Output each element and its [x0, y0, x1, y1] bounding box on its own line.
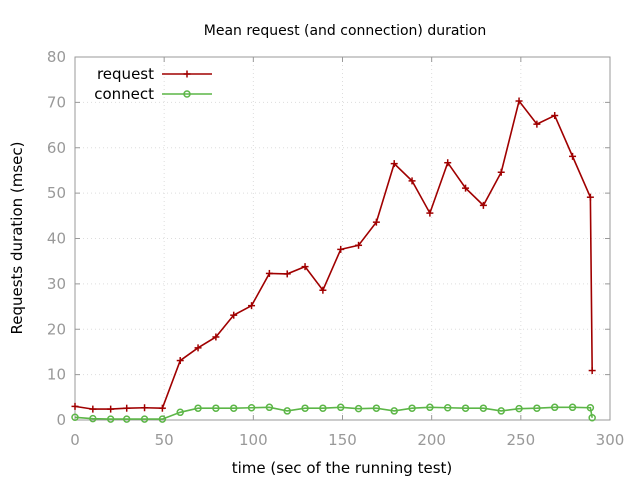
request-point — [71, 402, 79, 410]
request-point — [588, 367, 596, 375]
x-tick-label: 250 — [507, 431, 536, 449]
connect-point — [106, 415, 115, 423]
connect-point — [140, 415, 149, 423]
y-tick-label: 10 — [47, 366, 66, 384]
series-layer — [71, 97, 596, 423]
connect-point — [443, 403, 452, 412]
connect-point — [194, 404, 202, 412]
y-tick-label: 80 — [47, 48, 66, 66]
legend-marker-request — [183, 70, 191, 78]
y-axis-title: Requests duration (msec) — [8, 141, 26, 334]
legend-label-request: request — [97, 65, 154, 83]
connect-point — [319, 404, 327, 412]
y-tick-label: 60 — [47, 139, 66, 157]
connect-point — [515, 404, 523, 413]
y-tick-label: 30 — [47, 275, 66, 293]
request-point — [194, 344, 202, 352]
x-tick-label: 150 — [328, 431, 357, 449]
connect-point — [372, 404, 381, 412]
request-point — [158, 404, 166, 412]
connect-point — [301, 404, 309, 412]
x-tick-label: 300 — [596, 431, 625, 449]
series-request — [71, 97, 596, 413]
request-point — [586, 193, 594, 201]
connect-line — [74, 406, 593, 420]
x-tick-label: 50 — [155, 431, 174, 449]
request-point — [212, 333, 220, 341]
request-point — [444, 159, 452, 167]
connect-point — [283, 407, 291, 415]
series-connect — [71, 403, 596, 423]
request-point — [426, 209, 434, 217]
connect-point — [550, 403, 559, 412]
request-point — [123, 404, 131, 412]
request-point — [337, 245, 345, 253]
request-point — [569, 152, 577, 160]
legend: request connect — [94, 65, 212, 103]
axis-ticks: 0 10 20 30 40 50 60 70 80 0 50 100 150 200 250 300 — [47, 48, 624, 449]
chart-title: Mean request (and connection) duration — [204, 23, 486, 39]
connect-point — [586, 403, 595, 412]
request-point — [283, 270, 291, 278]
request-point — [176, 357, 184, 365]
connect-point — [212, 404, 220, 412]
request-point — [462, 184, 470, 192]
x-tick-label: 0 — [70, 431, 80, 449]
request-point — [515, 97, 523, 105]
x-axis-title: time (sec of the running test) — [232, 459, 453, 477]
connect-point — [588, 413, 596, 422]
connect-point — [265, 403, 274, 412]
request-point — [408, 177, 416, 185]
request-point — [265, 269, 273, 277]
y-tick-label: 20 — [47, 320, 66, 338]
connect-point — [336, 403, 345, 412]
connect-point — [158, 415, 167, 423]
connect-point — [390, 407, 398, 415]
connect-point — [122, 415, 131, 423]
legend-marker-connect — [183, 90, 191, 98]
request-point — [230, 311, 238, 319]
connect-point — [479, 404, 488, 412]
request-line — [74, 99, 593, 410]
request-point — [355, 241, 363, 249]
y-tick-label: 50 — [47, 184, 66, 202]
request-point — [390, 160, 398, 168]
request-point — [372, 218, 380, 226]
x-tick-label: 100 — [239, 431, 268, 449]
connect-point — [408, 404, 416, 412]
request-point — [301, 263, 309, 271]
request-point — [319, 286, 327, 294]
request-point — [497, 168, 505, 176]
connect-point — [176, 408, 184, 417]
grid — [75, 57, 610, 420]
request-point — [533, 120, 541, 128]
connect-point — [89, 414, 97, 423]
connect-point — [247, 403, 256, 412]
legend-label-connect: connect — [94, 85, 154, 103]
y-tick-label: 40 — [47, 230, 66, 248]
request-point — [141, 404, 149, 412]
y-tick-label: 0 — [56, 411, 66, 429]
connect-point — [497, 407, 505, 415]
connect-point — [354, 404, 363, 413]
request-point — [248, 302, 256, 310]
connect-point — [229, 404, 238, 412]
request-point — [89, 405, 97, 413]
connect-point — [426, 403, 434, 412]
request-point — [551, 112, 559, 120]
y-tick-label: 70 — [47, 93, 66, 111]
connect-point — [461, 404, 470, 412]
request-point — [107, 405, 115, 413]
x-tick-label: 200 — [417, 431, 446, 449]
connect-point — [533, 404, 541, 412]
connect-point — [568, 403, 577, 412]
connect-point — [71, 413, 79, 422]
request-point — [479, 201, 487, 209]
